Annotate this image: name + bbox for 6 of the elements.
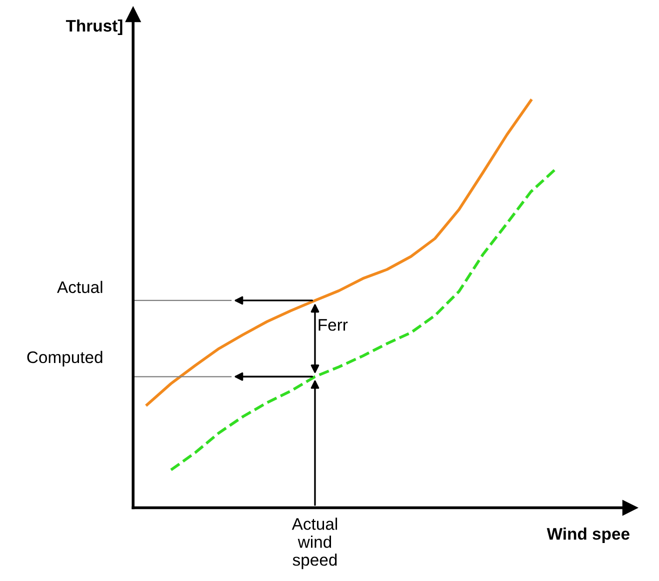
x-axis-title: Wind spee bbox=[546, 528, 630, 544]
text: Computed bbox=[27, 350, 102, 366]
y-axis-title: Thrust] bbox=[66, 19, 122, 35]
annotation: Ferr bbox=[318, 319, 348, 331]
text: Actual bbox=[57, 280, 102, 294]
text: Actual wind speed bbox=[292, 518, 338, 570]
